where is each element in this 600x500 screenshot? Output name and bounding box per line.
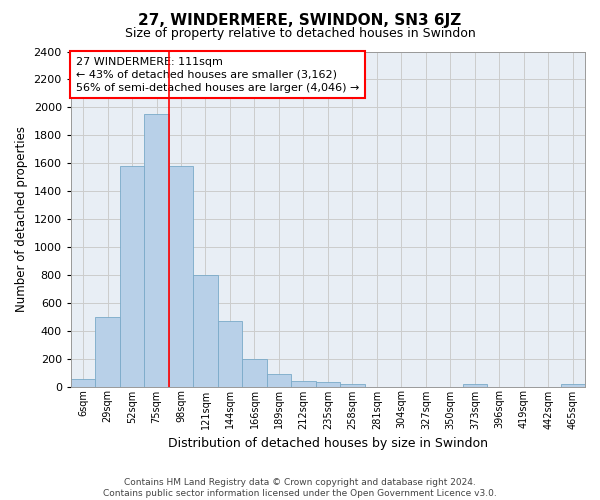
Bar	[291, 381, 316, 386]
Bar	[120, 166, 144, 386]
Bar	[169, 166, 193, 386]
Bar	[267, 374, 291, 386]
Text: 27 WINDERMERE: 111sqm
← 43% of detached houses are smaller (3,162)
56% of semi-d: 27 WINDERMERE: 111sqm ← 43% of detached …	[76, 56, 359, 93]
Bar	[95, 316, 120, 386]
Bar	[242, 358, 267, 386]
Bar	[560, 384, 585, 386]
X-axis label: Distribution of detached houses by size in Swindon: Distribution of detached houses by size …	[168, 437, 488, 450]
Text: Contains HM Land Registry data © Crown copyright and database right 2024.
Contai: Contains HM Land Registry data © Crown c…	[103, 478, 497, 498]
Bar	[340, 384, 365, 386]
Text: 27, WINDERMERE, SWINDON, SN3 6JZ: 27, WINDERMERE, SWINDON, SN3 6JZ	[139, 12, 461, 28]
Bar	[218, 321, 242, 386]
Bar	[316, 382, 340, 386]
Bar	[71, 379, 95, 386]
Y-axis label: Number of detached properties: Number of detached properties	[15, 126, 28, 312]
Bar	[193, 275, 218, 386]
Bar	[463, 384, 487, 386]
Bar	[144, 114, 169, 386]
Text: Size of property relative to detached houses in Swindon: Size of property relative to detached ho…	[125, 28, 475, 40]
